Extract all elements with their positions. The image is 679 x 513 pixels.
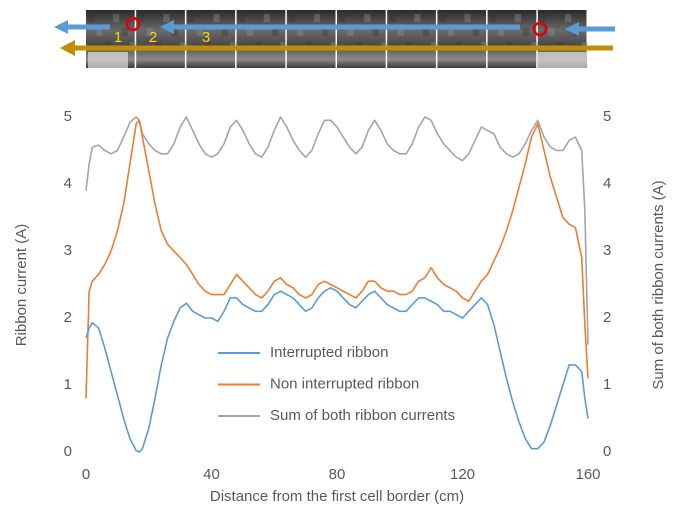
cell-texture (539, 14, 547, 22)
y-tick-label: 2 (64, 309, 72, 326)
cell-texture (221, 28, 229, 36)
cell-texture (422, 28, 429, 36)
y-tick-label: 1 (64, 376, 72, 393)
cell-texture (313, 14, 321, 22)
x-tick-label: 160 (575, 466, 600, 483)
annotation: 1 (114, 29, 122, 46)
cell-texture (297, 28, 304, 36)
cell-texture (339, 14, 346, 22)
annotation: 2 (149, 29, 157, 46)
cell-highlight (88, 52, 128, 68)
cell-texture (414, 14, 421, 22)
y2-tick-label: 3 (603, 242, 611, 259)
cell-texture (213, 14, 220, 22)
series-line (85, 287, 589, 453)
cell (337, 10, 386, 68)
y2-tick-label: 2 (603, 309, 611, 326)
arrows (54, 16, 615, 56)
x-tick-label: 120 (450, 466, 475, 483)
cell-texture (548, 28, 555, 36)
cell (437, 10, 487, 68)
cell-texture (263, 14, 270, 22)
cell (186, 10, 236, 68)
cell-texture (514, 14, 521, 22)
x-tick-label: 80 (329, 466, 346, 483)
cell (487, 10, 537, 68)
cell-texture (364, 14, 371, 22)
cell-texture (397, 28, 404, 36)
y-tick-label: 3 (64, 242, 72, 259)
y-axis-title: Ribbon current (A) (13, 224, 30, 347)
cell-texture (472, 28, 480, 36)
cell-texture (96, 28, 103, 36)
y2-tick-label: 1 (603, 376, 611, 393)
legend-label: Interrupted ribbon (270, 344, 388, 361)
cell (136, 10, 185, 68)
cell-texture (464, 14, 471, 22)
cell (387, 10, 436, 68)
cell-texture (238, 14, 245, 22)
cell-texture (88, 14, 95, 22)
cell-texture (489, 14, 496, 22)
cell-texture (564, 14, 572, 22)
legend-label: Non interrupted ribbon (270, 375, 419, 392)
x-tick-label: 0 (82, 466, 90, 483)
cell-texture (146, 28, 153, 36)
cell-texture (389, 14, 396, 22)
cell-texture (447, 28, 455, 36)
annotation: 3 (202, 29, 210, 46)
cell-texture (347, 28, 354, 36)
cell-texture (188, 14, 195, 22)
cell-texture (322, 28, 329, 36)
y2-tick-label: 0 (603, 443, 611, 460)
y2-tick-label: 5 (603, 108, 611, 125)
x-axis-title: Distance from the first cell border (cm) (210, 488, 464, 505)
cell-texture (196, 28, 204, 36)
cell-texture (288, 14, 296, 22)
cell-texture (372, 28, 379, 36)
cell-texture (113, 14, 120, 22)
y-tick-label: 4 (64, 175, 72, 192)
series-line (85, 119, 589, 399)
cell (236, 10, 286, 68)
y2-tick-label: 4 (603, 175, 611, 192)
cell-texture (272, 28, 279, 36)
legend-label: Sum of both ribbon currents (270, 407, 455, 424)
series-line (85, 116, 589, 345)
cell-texture (163, 14, 170, 22)
cell-texture (121, 28, 128, 36)
cell-texture (523, 28, 530, 36)
cell-highlight (536, 52, 586, 68)
cell-texture (171, 28, 178, 36)
cell-texture (138, 14, 145, 22)
cell (286, 10, 336, 68)
x-tick-label: 40 (203, 466, 220, 483)
y-tick-label: 0 (64, 443, 72, 460)
cell-photo (86, 10, 588, 68)
y2-axis-title: Sum of both ribbon currents (A) (650, 180, 667, 389)
y-tick-label: 5 (64, 108, 72, 125)
cell-texture (439, 14, 446, 22)
cell-texture (497, 28, 505, 36)
cell-texture (246, 28, 254, 36)
